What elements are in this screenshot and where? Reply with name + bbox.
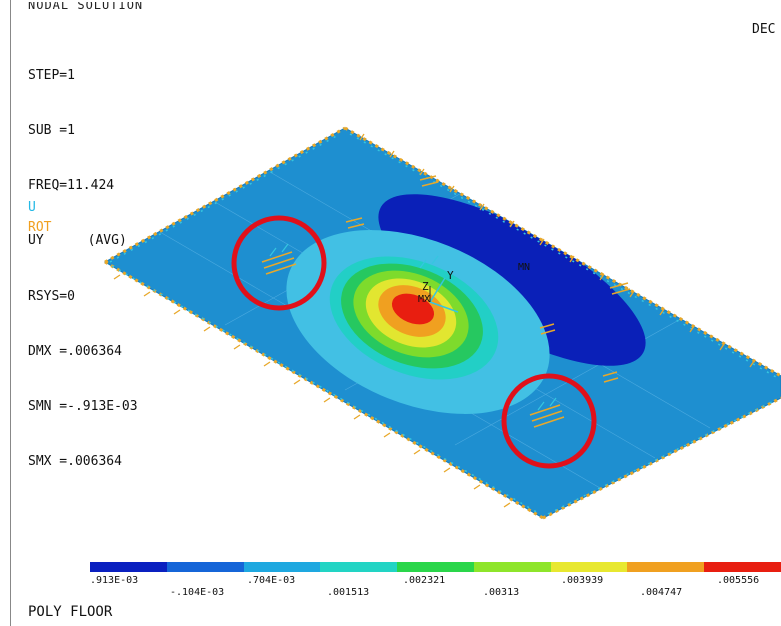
highlight-circle-left <box>231 215 327 311</box>
scale-tick-label: .005556 <box>717 575 760 586</box>
color-segment <box>550 562 628 572</box>
boundary-supports <box>104 126 781 520</box>
step-line: STEP=1 <box>28 67 75 83</box>
smn-line: SMN =-.913E-03 <box>28 399 138 415</box>
color-segment <box>320 562 398 572</box>
rsys-line: RSYS=0 <box>28 288 75 304</box>
dmx-line: DMX =.006364 <box>28 343 122 359</box>
color-segment <box>166 562 244 572</box>
mx-marker: MX <box>418 294 430 305</box>
interior-supports-cyan <box>269 243 557 411</box>
scale-tick-label: .001513 <box>327 587 370 598</box>
color-segment <box>243 562 321 572</box>
legend-rot: ROT <box>28 220 52 235</box>
color-segment <box>627 562 705 572</box>
mn-marker: MN <box>518 262 530 273</box>
uy-line: UY (AVG) <box>28 232 138 250</box>
scale-tick-label: .004747 <box>640 587 683 598</box>
axis-triad: Y Z <box>422 269 459 313</box>
date-label: DEC <box>752 22 776 37</box>
uy-label: UY <box>28 233 44 249</box>
interior-supports <box>261 175 631 428</box>
left-frame-line <box>10 0 11 626</box>
scale-tick-label: .913E-03 <box>90 575 139 586</box>
smx-line: SMX =.006364 <box>28 454 122 470</box>
color-segment <box>90 562 167 572</box>
result-title: NODAL SOLUTION <box>28 2 144 10</box>
legend-u: U <box>28 200 36 215</box>
scale-tick-label: .002321 <box>403 575 446 586</box>
model-caption: POLY FLOOR <box>28 604 113 620</box>
color-segment <box>473 562 551 572</box>
avg-label: (AVG) <box>87 233 127 249</box>
contour-bands <box>159 171 711 489</box>
sub-line: SUB =1 <box>28 123 75 139</box>
highlight-circle-right <box>501 373 597 469</box>
color-segment <box>704 562 781 572</box>
result-info-block: STEP=1 SUB =1 FREQ=11.424 UY (AVG) RSYS=0… <box>28 30 138 490</box>
scale-tick-label: .704E-03 <box>247 575 296 586</box>
freq-line: FREQ=11.424 <box>28 178 115 194</box>
scale-tick-label: .003939 <box>561 575 604 586</box>
min-zone <box>378 194 646 366</box>
scale-tick-label: .00313 <box>483 587 520 598</box>
axis-y-label: Y <box>447 269 454 282</box>
color-scale-bar <box>90 562 781 572</box>
scale-tick-label: -.104E-03 <box>170 587 225 598</box>
axis-z-label: Z <box>422 280 429 293</box>
color-segment <box>397 562 474 572</box>
